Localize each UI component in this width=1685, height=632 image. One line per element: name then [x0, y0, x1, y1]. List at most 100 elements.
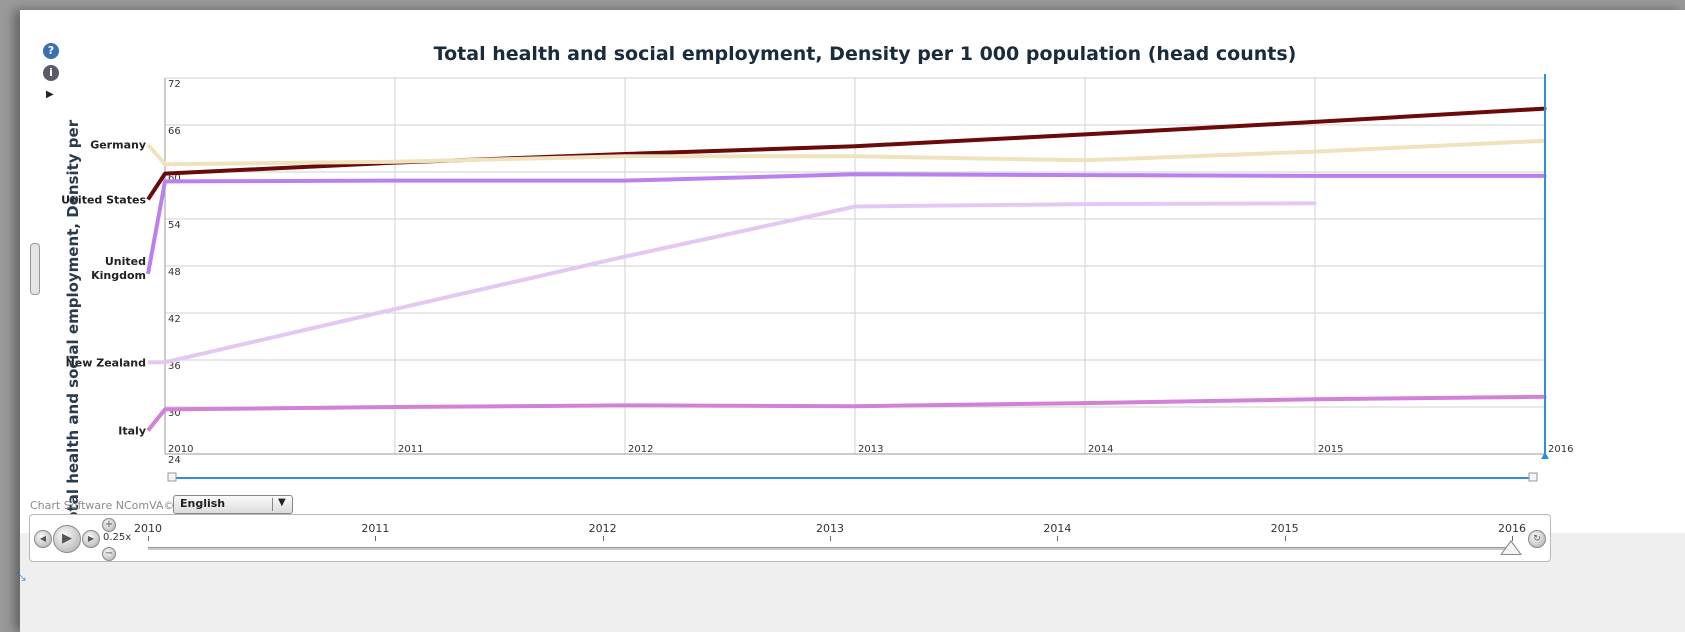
y-tick-label: 48: [168, 267, 181, 278]
speed-up-button[interactable]: +: [102, 518, 116, 532]
y-axis-label: Total health and social employment, Dens…: [64, 119, 82, 530]
y-tick-label: 42: [168, 314, 181, 325]
data-point: [393, 307, 397, 311]
y-tick-label: 60: [168, 173, 181, 184]
series-label-line: Kingdom: [91, 269, 146, 282]
timeline-thumb[interactable]: [1500, 540, 1522, 555]
chevron-down-icon: ▼: [278, 497, 286, 508]
data-point: [393, 179, 397, 183]
data-point: [1313, 201, 1317, 205]
timeline-year-label[interactable]: 2016: [1498, 522, 1526, 535]
y-tick-label: 30: [168, 408, 181, 419]
y-tick-label: 24: [168, 455, 181, 466]
data-point: [163, 179, 167, 183]
timeline-year-label[interactable]: 2014: [1043, 522, 1072, 535]
data-point: [1313, 397, 1317, 401]
series-label: Germany: [90, 139, 146, 152]
data-point: [1313, 174, 1317, 178]
language-value: English: [180, 497, 226, 510]
data-point: [1313, 150, 1317, 154]
language-select[interactable]: English ▼: [173, 495, 293, 514]
y-tick-label: 54: [168, 220, 181, 231]
x-tick-label: 2011: [398, 444, 423, 455]
timeline-year-label[interactable]: 2010: [134, 522, 162, 535]
series-line: [146, 172, 1545, 275]
series-label: Italy: [118, 425, 146, 438]
x-tick-label: 2010: [168, 444, 193, 455]
series-line: [146, 106, 1546, 201]
x-tick-label: 2012: [628, 444, 653, 455]
data-point: [1083, 158, 1087, 162]
y-axis-label-container: Total health and social employment, Dens…: [52, 120, 82, 530]
timeline-year-label[interactable]: 2012: [588, 522, 617, 535]
timeline-tick: [1284, 536, 1286, 541]
y-tick-label: 72: [168, 79, 181, 90]
data-point: [163, 162, 167, 166]
data-point: [853, 172, 857, 176]
series-label: New Zealand: [66, 356, 146, 369]
data-point: [623, 403, 627, 408]
data-point: [623, 255, 627, 259]
data-point: [853, 144, 857, 148]
x-tick-label: 2015: [1318, 444, 1343, 455]
language-divider: [272, 498, 273, 511]
timeline[interactable]: 2010 2011 2012 2013 2014 2015 2016: [30, 515, 1550, 561]
range-slider-start-handle: [167, 472, 177, 482]
series-label-line: United: [105, 255, 146, 268]
data-point: [1083, 401, 1087, 405]
series-line: [147, 201, 1316, 365]
y-tick-label: 66: [168, 126, 181, 137]
data-point: [1083, 202, 1087, 206]
series-line: [146, 394, 1546, 432]
playback-controls: ◀ ▶ ▶ + 0.25x − 2010 2011 2012 2013 2014 2015…: [29, 514, 1551, 562]
timeline-tick: [1057, 536, 1059, 541]
chart-title: Total health and social employment, Dens…: [433, 43, 1297, 65]
loop-button[interactable]: ↻: [1528, 530, 1546, 548]
x-tick-label: 2013: [858, 444, 883, 455]
data-point: [623, 179, 627, 183]
x-tick-label: 2014: [1088, 444, 1113, 455]
sidebar-collapse-handle[interactable]: [30, 243, 40, 295]
timeline-tick: [602, 536, 604, 541]
info-icon[interactable]: i: [43, 65, 59, 81]
previous-button[interactable]: ◀: [34, 530, 52, 548]
x-tick-label: 2016: [1548, 444, 1573, 455]
data-point: [163, 407, 167, 411]
next-button[interactable]: ▶: [82, 530, 100, 548]
speed-label: 0.25x: [103, 532, 132, 543]
data-point: [853, 204, 857, 209]
y-tick-label: 36: [168, 361, 181, 372]
data-point: [163, 360, 167, 364]
series-label: United States: [61, 193, 146, 206]
data-point: [393, 160, 397, 164]
chart-canvas: 24 30 36 42 48 54 60 66 72 2010 2011 2012 2013 2014 20…: [61, 74, 1573, 482]
data-point: [1083, 132, 1087, 136]
speed-down-button[interactable]: −: [102, 547, 116, 561]
data-point: [1313, 120, 1317, 124]
series-label: United Kingdom: [91, 255, 146, 282]
timeline-tick: [375, 536, 377, 541]
data-point: [393, 405, 397, 409]
chart-panel: 24 30 36 42 48 54 60 66 72 2010 2011 2012 2013 2014 20…: [20, 10, 1685, 533]
timeline-year-label[interactable]: 2011: [361, 522, 390, 535]
resize-icon[interactable]: ⤡: [16, 569, 26, 583]
data-point: [163, 171, 167, 176]
timeline-tick: [1512, 536, 1513, 541]
data-point: [853, 404, 857, 408]
help-icon[interactable]: ?: [43, 43, 59, 59]
menu-arrow-icon[interactable]: ▶: [46, 89, 54, 100]
range-slider-end-handle: [1528, 472, 1538, 482]
timeline-year-label[interactable]: 2013: [816, 522, 844, 535]
timeline-year-label[interactable]: 2015: [1270, 522, 1299, 535]
timeline-tick: [830, 536, 831, 541]
timeline-track[interactable]: [148, 547, 1512, 550]
series-line: [146, 138, 1546, 167]
data-point: [623, 154, 627, 158]
data-point: [853, 154, 857, 158]
current-year-marker-handle: [1541, 452, 1549, 459]
data-point: [1083, 173, 1087, 177]
play-button[interactable]: ▶: [53, 525, 81, 553]
timeline-tick: [148, 536, 149, 541]
chart-frame: 24 30 36 42 48 54 60 66 72 2010 2011 2012 2013 2014 20…: [16, 10, 1685, 632]
software-credit: Chart Software NComVA©: [30, 499, 175, 512]
